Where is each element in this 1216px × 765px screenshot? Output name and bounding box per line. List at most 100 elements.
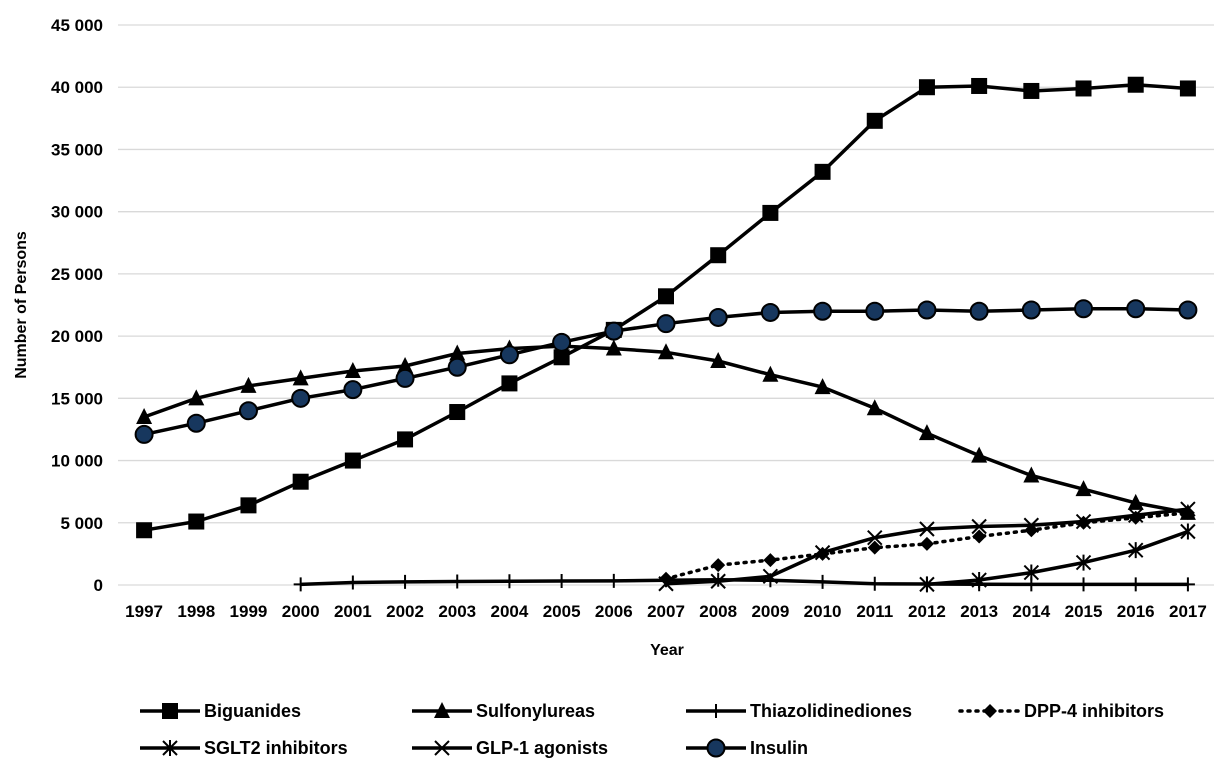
data-point-biguanides	[1023, 82, 1040, 99]
legend-marker	[434, 702, 450, 718]
series-sulfonylureas	[136, 337, 1196, 520]
data-point-biguanides	[240, 497, 257, 514]
y-tick-label: 10 000	[51, 452, 103, 471]
x-tick-label: 2006	[595, 602, 633, 621]
legend: Biguanides Sulfonylureas Thiazolidinedione…	[140, 701, 1164, 758]
data-point-sulfonylureas	[658, 343, 674, 360]
data-point-insulin	[238, 401, 258, 421]
series-group	[134, 76, 1198, 593]
y-tick-label: 45 000	[51, 16, 103, 35]
data-point-sulfonylureas	[136, 408, 153, 424]
data-point-glp-1-agonists	[867, 530, 883, 546]
data-point-sglt2-inhibitors	[1128, 542, 1144, 559]
data-point-biguanides	[1179, 80, 1196, 97]
data-point-sulfonylureas	[449, 344, 466, 361]
x-tick-label: 2010	[804, 602, 842, 621]
x-tick-label: 2009	[751, 602, 789, 621]
data-point-insulin	[499, 345, 519, 365]
x-tick-label: 2003	[438, 602, 476, 621]
y-axis-title: Number of Persons	[13, 231, 30, 379]
data-point-biguanides	[188, 513, 205, 530]
data-point-sulfonylureas	[1075, 480, 1092, 497]
data-point-sulfonylureas	[814, 378, 831, 395]
data-point-biguanides	[344, 452, 361, 469]
data-point-insulin	[969, 301, 989, 321]
legend-marker	[709, 704, 723, 718]
y-tick-label: 30 000	[51, 203, 103, 222]
data-point-biguanides	[814, 163, 831, 180]
data-point-insulin	[813, 301, 833, 321]
legend-label: DPP-4 inhibitors	[1024, 701, 1164, 721]
data-point-sglt2-inhibitors	[919, 576, 935, 593]
data-point-thiazolidinediones	[815, 574, 830, 589]
data-point-biguanides	[971, 77, 988, 94]
legend-item-biguanides: Biguanides	[140, 701, 301, 721]
legend-marker	[706, 738, 726, 758]
y-tick-label: 35 000	[51, 140, 103, 159]
data-point-sulfonylureas	[397, 356, 414, 373]
data-point-biguanides	[449, 404, 466, 421]
legend-marker	[983, 704, 997, 718]
data-point-glp-1-agonists	[971, 518, 987, 535]
data-point-glp-1-agonists	[814, 544, 831, 561]
data-point-glp-1-agonists	[658, 576, 674, 592]
data-point-glp-1-agonists	[1180, 501, 1196, 517]
data-point-sulfonylureas	[605, 339, 622, 356]
data-point-sulfonylureas	[866, 399, 883, 416]
legend-label: GLP-1 agonists	[476, 738, 608, 758]
legend-item-dpp-4-inhibitors: DPP-4 inhibitors	[958, 701, 1164, 721]
x-axis: 1997 1998 1999 2000 2001 2002 2003 2004 2005 2006…	[125, 602, 1207, 621]
data-point-biguanides	[710, 247, 727, 264]
x-tick-label: 2012	[908, 602, 946, 621]
data-point-insulin	[1178, 300, 1198, 320]
y-tick-label: 40 000	[51, 78, 103, 97]
grid-lines	[118, 24, 1214, 586]
data-point-dpp-4-inhibitors	[919, 536, 934, 551]
series-biguanides	[136, 76, 1196, 539]
data-point-sulfonylureas	[971, 446, 988, 463]
x-tick-label: 1999	[230, 602, 268, 621]
legend-label: SGLT2 inhibitors	[204, 738, 348, 758]
data-point-sglt2-inhibitors	[1180, 523, 1196, 540]
data-point-insulin	[552, 332, 572, 352]
data-point-insulin	[291, 388, 311, 408]
data-point-insulin	[447, 357, 467, 377]
data-point-biguanides	[1127, 76, 1144, 93]
data-point-thiazolidinediones	[606, 573, 621, 588]
x-tick-label: 1998	[177, 602, 215, 621]
series-thiazolidinediones	[293, 572, 1195, 592]
data-point-sulfonylureas	[710, 352, 727, 368]
data-point-sulfonylureas	[762, 365, 779, 382]
legend-item-thiazolidinediones: Thiazolidinediones	[686, 701, 912, 721]
data-point-thiazolidinediones	[1128, 577, 1143, 592]
legend-marker	[434, 740, 450, 756]
data-point-insulin	[1126, 299, 1146, 319]
data-point-thiazolidinediones	[1076, 577, 1091, 592]
data-point-insulin	[134, 424, 154, 444]
data-point-biguanides	[136, 522, 153, 539]
data-point-glp-1-agonists	[919, 521, 935, 537]
data-point-dpp-4-inhibitors	[972, 529, 987, 544]
data-point-thiazolidinediones	[554, 574, 569, 589]
data-point-sglt2-inhibitors	[1023, 564, 1040, 581]
y-tick-label: 15 000	[51, 389, 103, 408]
data-point-insulin	[760, 302, 780, 322]
legend-label: Biguanides	[204, 701, 301, 721]
data-point-biguanides	[1075, 80, 1092, 97]
y-axis: 0 5 000 10 000 15 000 20 000 25 000 30 000 35 0…	[51, 16, 103, 595]
data-point-thiazolidinediones	[345, 575, 360, 590]
legend-item-glp-1-agonists: GLP-1 agonists	[412, 738, 608, 758]
x-tick-label: 2016	[1117, 602, 1155, 621]
series-insulin	[134, 299, 1198, 444]
legend-marker	[162, 740, 178, 756]
data-point-insulin	[343, 380, 363, 400]
data-point-sglt2-inhibitors	[1075, 554, 1092, 571]
data-point-insulin	[186, 413, 206, 433]
y-tick-label: 5 000	[60, 514, 103, 533]
data-point-dpp-4-inhibitors	[867, 540, 882, 555]
data-point-insulin	[1021, 300, 1041, 320]
x-tick-label: 2007	[647, 602, 685, 621]
data-point-sglt2-inhibitors	[971, 572, 987, 589]
x-tick-label: 2017	[1169, 602, 1207, 621]
